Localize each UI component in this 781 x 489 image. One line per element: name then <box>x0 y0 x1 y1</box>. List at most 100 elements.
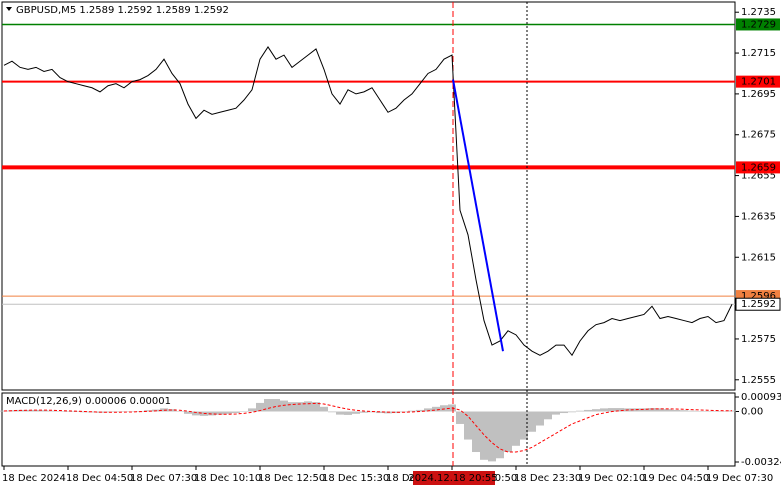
macd-bar <box>352 411 360 414</box>
macd-bar <box>648 408 656 412</box>
level-tag <box>736 75 780 88</box>
macd-bar <box>456 411 464 424</box>
macd-title: MACD(12,26,9) 0.00006 0.00001 <box>6 396 171 407</box>
y-tick-label: 0.00 <box>741 406 763 417</box>
macd-bar <box>392 411 400 414</box>
y-tick-label: 1.2615 <box>741 252 776 263</box>
macd-bar <box>664 409 672 412</box>
macd-bar <box>208 411 216 416</box>
x-tick-label: 19 Dec 04:50 <box>642 473 709 484</box>
macd-bar <box>376 411 384 414</box>
macd-bar <box>600 408 608 412</box>
macd-bar <box>88 411 96 413</box>
x-tick-label: 18 Dec 2024 <box>2 473 66 484</box>
macd-bar <box>480 411 488 460</box>
macd-bar <box>496 411 504 459</box>
level-tag-label: 1.2659 <box>741 162 776 173</box>
macd-bar <box>104 411 112 413</box>
x-tick-label: 19 Dec 07:30 <box>706 473 773 484</box>
macd-bar <box>248 408 256 412</box>
macd-bar <box>240 411 248 412</box>
menu-triangle <box>6 7 12 11</box>
macd-bar <box>64 411 72 412</box>
level-tag-label: 1.2596 <box>741 291 776 302</box>
macd-bar <box>304 401 312 412</box>
macd-bar <box>680 410 688 412</box>
macd-bar <box>616 408 624 412</box>
macd-bar <box>344 411 352 415</box>
macd-bar <box>696 411 704 412</box>
macd-bar <box>608 408 616 412</box>
macd-bar <box>424 408 432 412</box>
macd-bar <box>504 411 512 453</box>
macd-bar <box>168 409 176 412</box>
price-line <box>3 46 733 357</box>
x-tick-label: 18 Dec 07:30 <box>130 473 197 484</box>
macd-bar <box>688 410 696 412</box>
macd-bar <box>432 406 440 412</box>
macd-bar <box>56 411 64 412</box>
macd-bar <box>592 409 600 412</box>
x-tick-label: 18 Dec 10:10 <box>194 473 261 484</box>
x-tick-label: 18 Dec 23:30 <box>514 473 581 484</box>
y-tick-label: 1.2555 <box>741 375 776 386</box>
macd-bar <box>192 411 200 416</box>
macd-bar <box>264 399 272 412</box>
macd-bar <box>176 411 184 412</box>
y-tick-label: -0.00324 <box>741 457 781 468</box>
macd-panel <box>1 392 736 467</box>
x-tick-label: 18 Dec 15:30 <box>322 473 389 484</box>
macd-bar <box>256 402 264 412</box>
level-tag-label: 1.2701 <box>741 77 776 88</box>
y-tick-label: 1.2675 <box>741 130 776 141</box>
macd-bar <box>24 409 32 412</box>
macd-bar <box>0 410 8 412</box>
macd-bar <box>40 410 48 412</box>
macd-bar <box>288 402 296 412</box>
macd-bar <box>536 411 544 426</box>
macd-bar <box>464 411 472 440</box>
macd-bar <box>232 411 240 414</box>
chart-title: GBPUSD,M5 1.2589 1.2592 1.2589 1.2592 <box>16 5 229 16</box>
macd-bar <box>224 411 232 414</box>
macd-bar <box>520 411 528 440</box>
macd-bar <box>408 410 416 412</box>
macd-bar <box>360 411 368 413</box>
level-tag <box>736 161 780 174</box>
macd-bar <box>704 411 712 412</box>
macd-bar <box>144 410 152 412</box>
macd-bar <box>8 410 16 412</box>
macd-bar <box>416 409 424 412</box>
macd-bar <box>320 406 328 412</box>
trend-line <box>452 79 504 352</box>
macd-bar <box>672 409 680 412</box>
macd-bar <box>184 411 192 414</box>
macd-bar <box>32 409 40 412</box>
current-price-tag <box>735 297 781 311</box>
x-tick-label: 18 Dec 04:50 <box>66 473 133 484</box>
y-tick-label: 1.2695 <box>741 89 776 100</box>
macd-bar <box>512 411 520 446</box>
macd-bar <box>552 411 560 415</box>
macd-bar <box>544 411 552 420</box>
current-price-label: 1.2592 <box>741 299 776 310</box>
crosshair-tag-label: 2024.12.18 20:55 <box>408 473 497 484</box>
y-tick-label: 1.2655 <box>741 171 776 182</box>
macd-bar <box>72 411 80 412</box>
crosshair-tag <box>413 471 495 485</box>
macd-bar <box>488 411 496 462</box>
macd-bar <box>560 411 568 414</box>
macd-bar <box>528 411 536 432</box>
level-tag-label: 1.2729 <box>741 19 776 30</box>
macd-bar <box>440 405 448 412</box>
y-tick-label: 1.2735 <box>741 7 776 18</box>
macd-bar <box>584 409 592 412</box>
macd-bar <box>656 408 664 412</box>
macd-bar <box>336 411 344 415</box>
macd-bar <box>272 399 280 412</box>
signal-line <box>3 402 732 453</box>
macd-bar <box>712 411 720 412</box>
macd-bar <box>720 411 728 412</box>
y-tick-label: 0.00093 <box>741 392 781 403</box>
